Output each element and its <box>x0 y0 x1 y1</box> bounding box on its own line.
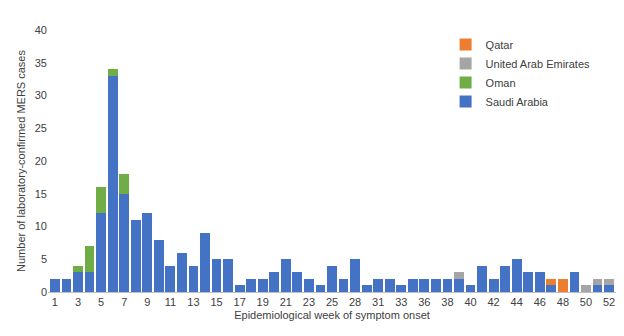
svg-text:25: 25 <box>35 122 47 134</box>
svg-text:United Arab Emirates: United Arab Emirates <box>486 58 590 70</box>
svg-text:Epidemiological week of sympto: Epidemiological week of symptom onset <box>234 309 430 321</box>
svg-text:40: 40 <box>35 24 47 36</box>
svg-text:19: 19 <box>257 296 269 308</box>
svg-text:25: 25 <box>326 296 338 308</box>
svg-text:30: 30 <box>35 89 47 101</box>
svg-text:Number of laboratory-confirmed: Number of laboratory-confirmed MERS case… <box>15 50 27 272</box>
svg-text:21: 21 <box>280 296 292 308</box>
svg-text:11: 11 <box>165 296 176 308</box>
svg-text:40: 40 <box>464 296 476 308</box>
svg-text:38: 38 <box>441 296 453 308</box>
svg-text:Oman: Oman <box>486 77 516 89</box>
svg-text:48: 48 <box>557 296 569 308</box>
svg-text:23: 23 <box>303 296 315 308</box>
svg-text:Saudi Arabia: Saudi Arabia <box>486 96 549 108</box>
svg-text:36: 36 <box>418 296 430 308</box>
svg-text:42: 42 <box>488 296 500 308</box>
svg-text:Qatar: Qatar <box>486 39 514 51</box>
svg-text:17: 17 <box>234 296 246 308</box>
svg-text:28: 28 <box>349 296 361 308</box>
svg-text:15: 15 <box>35 188 47 200</box>
svg-text:13: 13 <box>187 296 199 308</box>
svg-text:10: 10 <box>35 220 47 232</box>
svg-text:9: 9 <box>144 296 150 308</box>
svg-text:7: 7 <box>121 296 127 308</box>
svg-text:3: 3 <box>75 296 81 308</box>
svg-text:0: 0 <box>41 286 47 298</box>
svg-text:15: 15 <box>210 296 222 308</box>
svg-text:31: 31 <box>372 296 384 308</box>
svg-text:50: 50 <box>580 296 592 308</box>
svg-text:5: 5 <box>98 296 104 308</box>
svg-text:44: 44 <box>511 296 523 308</box>
svg-text:1: 1 <box>52 296 58 308</box>
svg-text:5: 5 <box>41 253 47 265</box>
svg-text:33: 33 <box>395 296 407 308</box>
svg-text:20: 20 <box>35 155 47 167</box>
svg-text:46: 46 <box>534 296 546 308</box>
svg-text:35: 35 <box>35 57 47 69</box>
svg-text:52: 52 <box>603 296 615 308</box>
